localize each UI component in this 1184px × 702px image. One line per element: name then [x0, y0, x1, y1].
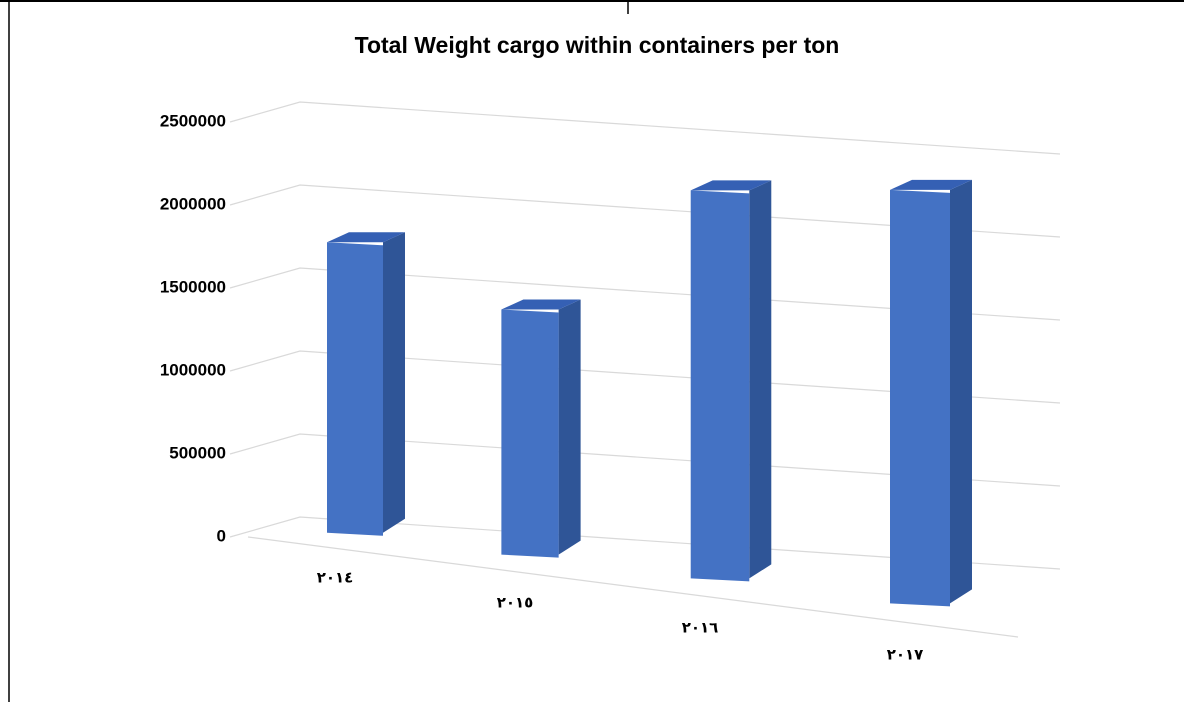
x-tick-label: ٢٠١٤ [317, 569, 354, 587]
bar-side [749, 180, 772, 579]
grid-line [229, 267, 1061, 321]
bar-top [890, 179, 972, 190]
y-tick-label: 2000000 [160, 194, 226, 213]
bar-top [690, 180, 772, 191]
grid-line [229, 101, 1061, 155]
y-tick-label: 0 [217, 526, 226, 545]
bar-side [383, 232, 405, 533]
x-tick-label: ٢٠١٦ [682, 619, 719, 637]
y-tick-label: 1000000 [160, 360, 226, 379]
x-tick-label: ٢٠١٧ [887, 646, 924, 664]
bar [890, 189, 950, 607]
grid-line [229, 433, 1061, 487]
bar-top [327, 232, 405, 243]
grid-line [229, 516, 1061, 570]
chart-title: Total Weight cargo within containers per… [355, 32, 840, 58]
bar-side [950, 179, 972, 604]
y-tick-label: 1500000 [160, 277, 226, 296]
bar [327, 242, 383, 536]
y-tick-label: 2500000 [160, 111, 226, 130]
bar-top [501, 299, 581, 310]
bar [690, 190, 750, 582]
bar [501, 309, 559, 558]
grid-line [229, 350, 1061, 404]
floor-edge [247, 536, 1019, 638]
x-tick-label: ٢٠١٥ [497, 594, 534, 612]
grid-line [229, 184, 1061, 238]
bar-side [558, 299, 581, 555]
y-tick-label: 500000 [169, 443, 226, 462]
